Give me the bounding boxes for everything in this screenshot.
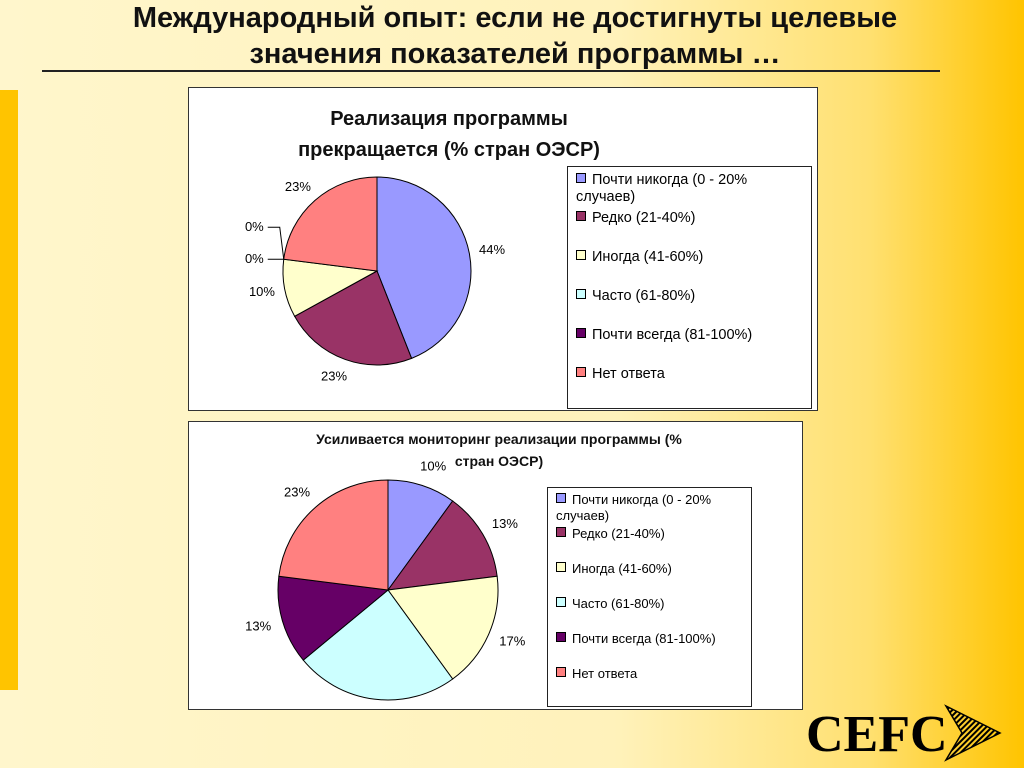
label-leader-line <box>267 226 285 260</box>
legend-label: Нет ответа <box>572 666 638 681</box>
legend-swatch <box>556 493 566 503</box>
pie-slice-label: 10% <box>249 284 275 299</box>
legend-label: Почти всегда (81-100%) <box>572 631 716 646</box>
legend-label: Почти всегда (81-100%) <box>592 327 753 343</box>
pie-slice <box>283 176 378 272</box>
title-underline <box>42 70 940 72</box>
legend-swatch <box>556 667 566 677</box>
legend-item-rarely: Редко (21-40%) <box>576 210 807 227</box>
legend-item-no-answer: Нет ответа <box>556 666 747 682</box>
chart-title-line1: Реализация программы <box>330 108 568 130</box>
pie-slice <box>376 176 472 360</box>
pie-slice-label: 10% <box>420 458 446 473</box>
legend-item-often: Часто (61-80%) <box>556 596 747 612</box>
pie-slice <box>386 500 498 591</box>
legend-item-no-answer: Нет ответа <box>576 366 807 383</box>
chart-title: Усиливается мониторинг реализации програ… <box>229 428 769 472</box>
legend-swatch <box>576 211 586 221</box>
slide-title-line2: значения показателей программы … <box>249 38 781 70</box>
logo-arrow-icon <box>944 704 1002 762</box>
pie-slice <box>387 575 499 680</box>
pie-slice-label: 44% <box>479 242 505 257</box>
chart-title-line2: прекращается (% стран ОЭСР) <box>298 139 600 161</box>
chart-legend: Почти никогда (0 - 20% случаев) Редко (2… <box>547 487 752 707</box>
pie-slice-label: 23% <box>285 179 311 194</box>
legend-item-often: Часто (61-80%) <box>576 288 807 305</box>
legend-label: Почти никогда (0 - 20% <box>572 492 712 507</box>
legend-label: Редко (21-40%) <box>592 210 696 226</box>
pie-slice-label: 0% <box>245 219 264 234</box>
legend-item-sometimes: Иногда (41-60%) <box>576 249 807 266</box>
pie-slice-label: 17% <box>499 634 525 649</box>
pie-slice <box>302 589 454 701</box>
chart-title: Реализация программы прекращается (% стр… <box>249 104 649 166</box>
legend-swatch <box>556 562 566 572</box>
pie-slice <box>293 270 413 366</box>
legend-item-almost-never: Почти никогда (0 - 20% случаев) <box>556 492 747 524</box>
chart-panel-termination: Реализация программы прекращается (% стр… <box>188 87 818 411</box>
legend-item-almost-always: Почти всегда (81-100%) <box>576 327 807 344</box>
left-accent-bar <box>0 90 18 690</box>
slide-title-line1: Международный опыт: если не достигнуты ц… <box>132 2 898 34</box>
pie-slice <box>277 575 390 661</box>
legend-item-sometimes: Иногда (41-60%) <box>556 561 747 577</box>
pie-chart-termination: 44% 23% 10% 0% 0% 23% <box>245 176 505 383</box>
legend-label-cont: случаев) <box>556 508 610 523</box>
legend-swatch <box>576 328 586 338</box>
pie-slice-label: 13% <box>492 516 518 531</box>
legend-swatch <box>576 250 586 260</box>
pie-slice-label: 0% <box>245 251 264 266</box>
legend-label: Иногда (41-60%) <box>572 561 672 576</box>
pie-slice-label: 23% <box>321 368 347 383</box>
legend-swatch <box>556 597 566 607</box>
pie-slice <box>278 479 389 591</box>
pie-chart-monitoring: 10%13%17%24%13%23% <box>245 458 526 701</box>
slide-title: Международный опыт: если не достигнуты ц… <box>40 0 990 72</box>
pie-slice-label: 23% <box>284 484 310 499</box>
chart-panel-monitoring: Усиливается мониторинг реализации програ… <box>188 421 803 710</box>
legend-item-rarely: Редко (21-40%) <box>556 526 747 542</box>
legend-swatch <box>556 632 566 642</box>
chart-title-line2: стран ОЭСР) <box>454 453 544 469</box>
legend-swatch <box>576 367 586 377</box>
legend-swatch <box>576 289 586 299</box>
legend-item-almost-always: Почти всегда (81-100%) <box>556 631 747 647</box>
legend-label: Нет ответа <box>592 366 665 382</box>
legend-label: Почти никогда (0 - 20% <box>592 172 748 188</box>
chart-legend: Почти никогда (0 - 20% случаев) Редко (2… <box>567 166 812 409</box>
cefc-logo: CEFC <box>806 706 948 763</box>
chart-title-line1: Усиливается мониторинг реализации програ… <box>316 431 682 447</box>
legend-swatch <box>576 173 586 183</box>
legend-swatch <box>556 527 566 537</box>
legend-label: Редко (21-40%) <box>572 526 665 541</box>
legend-label: Иногда (41-60%) <box>592 249 704 265</box>
legend-label: Часто (61-80%) <box>592 288 696 304</box>
legend-label: Часто (61-80%) <box>572 596 665 611</box>
pie-slice-label: 13% <box>245 618 271 633</box>
legend-label-cont: случаев) <box>576 189 636 205</box>
legend-item-almost-never: Почти никогда (0 - 20% случаев) <box>576 172 807 206</box>
